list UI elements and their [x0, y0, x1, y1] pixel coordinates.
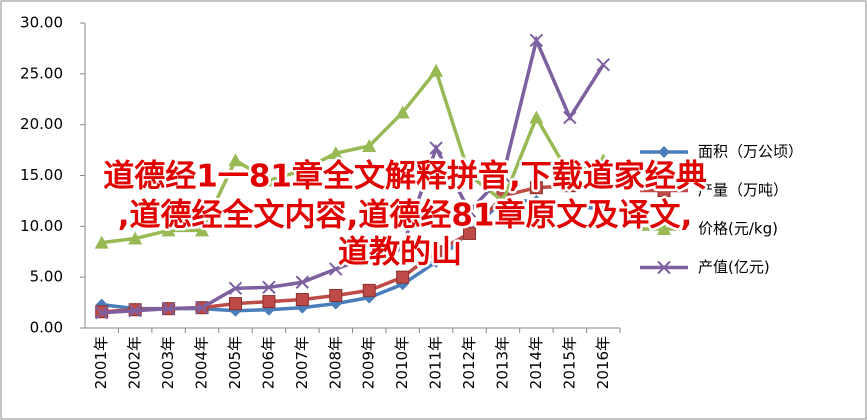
point	[596, 174, 610, 188]
point	[262, 280, 276, 295]
x-tick-label: 2001年	[92, 336, 110, 389]
point	[128, 304, 142, 318]
point	[429, 63, 444, 77]
point	[395, 105, 410, 119]
point	[161, 301, 176, 316]
point	[596, 153, 611, 167]
x-tick-label: 2015年	[560, 336, 578, 389]
point	[530, 194, 543, 207]
point	[262, 295, 276, 309]
point	[362, 250, 376, 264]
x-tick-label: 2007年	[293, 336, 311, 389]
point	[596, 57, 610, 72]
point	[463, 226, 477, 240]
legend-marker	[658, 146, 670, 158]
point	[462, 168, 477, 182]
x-tick-label: 2012年	[460, 336, 478, 389]
point	[128, 231, 143, 245]
legend-label: 面积（万公顷）	[698, 143, 803, 161]
point	[362, 139, 377, 153]
y-tick-label: 25.00	[20, 64, 63, 82]
point	[228, 297, 242, 311]
legend-marker	[657, 222, 671, 235]
point	[228, 153, 243, 167]
point	[496, 168, 510, 183]
y-tick-label: 30.00	[20, 14, 63, 32]
point	[429, 141, 443, 155]
legend-label: 价格(元/kg)	[698, 220, 778, 238]
y-tick-label: 15.00	[20, 166, 63, 184]
y-tick-label: 0.00	[30, 319, 63, 337]
y-tick-label: 10.00	[20, 217, 63, 235]
point	[328, 146, 343, 160]
point	[597, 203, 610, 216]
point	[430, 255, 443, 268]
point	[529, 33, 544, 47]
point	[329, 262, 343, 276]
point	[95, 306, 109, 320]
point	[563, 200, 576, 212]
point	[529, 181, 543, 195]
legend-marker	[657, 260, 671, 275]
x-tick-label: 2005年	[226, 336, 244, 389]
series-line	[101, 34, 605, 315]
x-tick-label: 2011年	[427, 336, 445, 389]
x-tick-label: 2003年	[159, 336, 177, 389]
x-tick-label: 2002年	[126, 336, 144, 389]
point	[261, 173, 276, 187]
point	[396, 270, 410, 284]
point	[295, 163, 310, 177]
x-tick-label: 2014年	[527, 336, 545, 389]
point	[329, 288, 343, 302]
point	[161, 223, 176, 237]
series-line	[101, 67, 605, 245]
x-tick-label: 2009年	[360, 336, 378, 389]
point	[529, 110, 544, 124]
overlay-text: 道教的山	[338, 235, 462, 271]
point	[295, 293, 309, 307]
point	[295, 275, 310, 289]
x-tick-label: 2013年	[493, 336, 511, 389]
x-tick-label: 2008年	[326, 336, 344, 389]
overlay-text: 道德经1一81章全文解释拼音,下载道家经典	[103, 159, 706, 195]
overlay-text: ,道德经全文内容,道德经81章原文及译文,	[118, 198, 692, 234]
point	[563, 110, 577, 125]
x-tick-label: 2016年	[594, 336, 612, 389]
point	[429, 245, 443, 259]
legend-marker	[657, 184, 671, 197]
point	[395, 239, 410, 254]
point	[362, 283, 376, 297]
x-tick-label: 2006年	[259, 336, 277, 389]
legend-label: 产量（万吨）	[698, 181, 788, 199]
point	[562, 168, 577, 182]
point	[462, 204, 477, 218]
y-tick-label: 5.00	[30, 268, 63, 286]
point	[195, 300, 209, 315]
point	[94, 235, 109, 249]
x-tick-label: 2010年	[393, 336, 411, 389]
y-tick-label: 20.00	[20, 115, 63, 133]
point	[495, 193, 510, 207]
x-tick-label: 2004年	[193, 336, 211, 389]
point	[228, 281, 243, 296]
legend-label: 产值(亿元)	[698, 258, 770, 276]
point	[195, 223, 210, 237]
